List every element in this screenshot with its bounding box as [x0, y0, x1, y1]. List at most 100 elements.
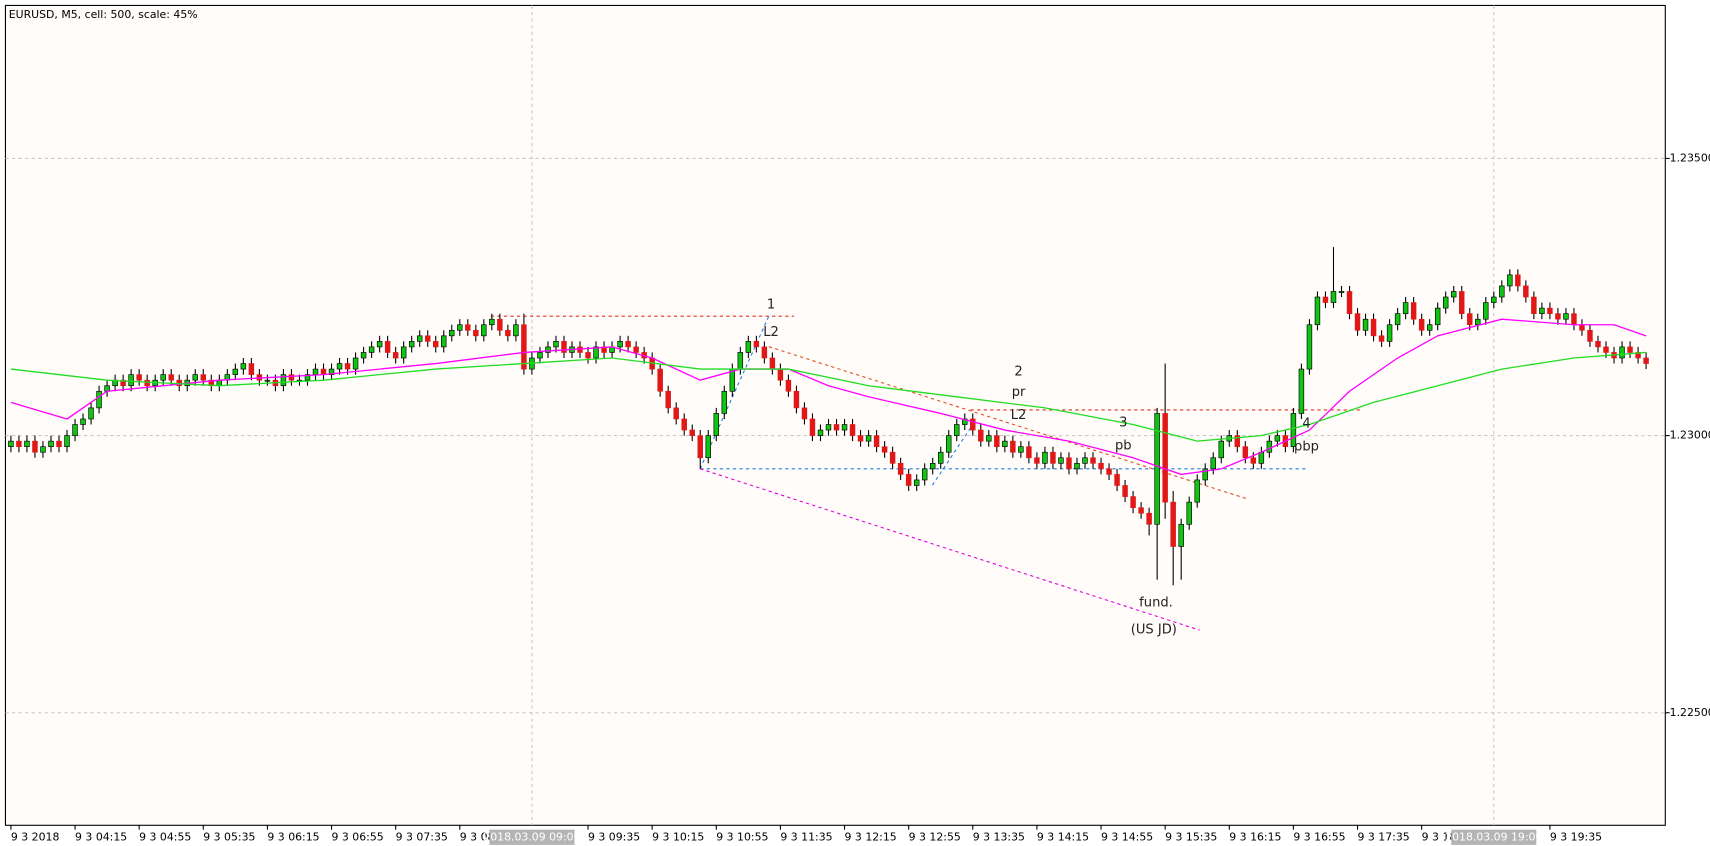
candle-body: [1410, 302, 1417, 320]
candle-body: [769, 357, 776, 370]
candle-body: [1202, 468, 1208, 481]
x-tick-label: 9 3 12:15: [845, 830, 897, 843]
candle-body: [1523, 285, 1529, 298]
candle-body: [521, 324, 527, 370]
axes-layer: 1.22500 1.23000 1.23500 9 3 2018 9 3 04:15 9 …: [10, 151, 1710, 845]
candle-body: [232, 368, 239, 375]
annotation: 2: [1014, 364, 1022, 379]
candle-body: [64, 435, 70, 448]
candle-body: [1066, 457, 1072, 470]
candle-body: [1138, 507, 1144, 514]
moving-average-line: [10, 318, 1647, 476]
candle-body: [585, 352, 591, 359]
annotation: pr: [1012, 385, 1026, 400]
candle-body: [1442, 296, 1449, 309]
candle-body: [865, 435, 872, 442]
candle-body: [1595, 341, 1601, 348]
candle-body: [176, 379, 182, 387]
candle-body: [457, 324, 463, 331]
candle-body: [841, 424, 848, 431]
x-tick-label: 9 3 18:: [1422, 830, 1460, 843]
trend-line: [931, 419, 977, 486]
candle-body: [954, 424, 960, 436]
candle-body: [1154, 413, 1160, 525]
grid-layer: [5, 5, 1666, 826]
candle-body: [1074, 462, 1080, 470]
candle-body: [24, 440, 30, 448]
candle-body: [913, 479, 920, 486]
candle-body: [1579, 324, 1585, 331]
candle-body: [416, 335, 423, 342]
marks-layer: [8, 247, 1649, 586]
candle-body: [1434, 307, 1441, 326]
x-tick-label: 9 3 17:35: [1358, 830, 1410, 843]
x-tick-label: 9 3 09:35: [588, 830, 640, 843]
candle-body: [785, 379, 792, 392]
candle-body: [946, 435, 952, 453]
candle-body: [1098, 462, 1104, 470]
candle-body: [857, 435, 864, 442]
candle-body: [1178, 523, 1184, 547]
trend-line: [699, 468, 1200, 631]
x-tick-label: 9 3 04:55: [139, 830, 191, 843]
candle-body: [1418, 318, 1425, 331]
annotations: 1 L2 2 pr L2 3 pb 4 pbp fund. (US JD): [763, 298, 1319, 638]
candle-body: [921, 468, 928, 481]
candle-body: [745, 341, 752, 353]
x-tick-label: 9 3 10:15: [652, 830, 704, 843]
candle-body: [1298, 368, 1305, 414]
candle-body: [1322, 296, 1329, 303]
candle-body: [88, 407, 94, 420]
x-tick-label: 9 3 13:35: [973, 830, 1025, 843]
y-tick-label: 1.23000: [1670, 429, 1710, 442]
candle-body: [753, 341, 760, 348]
candle-body: [216, 379, 223, 387]
candle-body: [264, 379, 271, 382]
candle-body: [801, 407, 808, 420]
candle-body: [1555, 313, 1561, 320]
y-tick-label: 1.22500: [1670, 706, 1710, 719]
candle-body: [1258, 451, 1265, 464]
candle-body: [1587, 329, 1593, 342]
x-tick-label: 9 3 07:35: [396, 830, 448, 843]
annotation: fund.: [1139, 595, 1173, 610]
x-tick-label: 9 3 12:55: [909, 830, 961, 843]
candle-body: [1042, 451, 1048, 464]
candle-body: [408, 341, 415, 348]
candle-body: [1026, 446, 1032, 459]
candle-body: [1306, 324, 1313, 370]
candle-body: [1378, 335, 1385, 342]
candle-body: [1058, 457, 1064, 464]
candle-body: [825, 424, 832, 431]
x-tick-label: 9 3 15:35: [1165, 830, 1217, 843]
candle-body: [465, 324, 471, 331]
candle-body: [441, 335, 447, 348]
candle-body: [1266, 440, 1273, 453]
candle-body: [352, 357, 359, 370]
candle-body: [561, 341, 567, 353]
annotation: L2: [1011, 408, 1027, 423]
candle-body: [889, 451, 896, 464]
candle-body: [1483, 302, 1489, 320]
candle-body: [873, 435, 880, 448]
candle-body: [16, 440, 22, 448]
candle-body: [553, 341, 559, 348]
candle-body: [120, 379, 126, 387]
candle-body: [160, 374, 166, 381]
separator-label: 2018.03.09 19:00: [1445, 830, 1542, 843]
candle-body: [128, 374, 134, 387]
candle-body: [1507, 274, 1513, 287]
separator-label-box: [1451, 829, 1537, 845]
candle-body: [1034, 457, 1040, 464]
candle-body: [689, 429, 695, 436]
candle-body: [681, 418, 687, 431]
candle-body: [1146, 512, 1152, 525]
candle-body: [168, 374, 174, 381]
candle-body: [497, 318, 503, 331]
candle-body: [737, 352, 744, 370]
candle-body: [970, 418, 976, 431]
annotation: pb: [1115, 438, 1132, 453]
candle-body: [793, 390, 800, 409]
candle-body: [80, 418, 86, 425]
